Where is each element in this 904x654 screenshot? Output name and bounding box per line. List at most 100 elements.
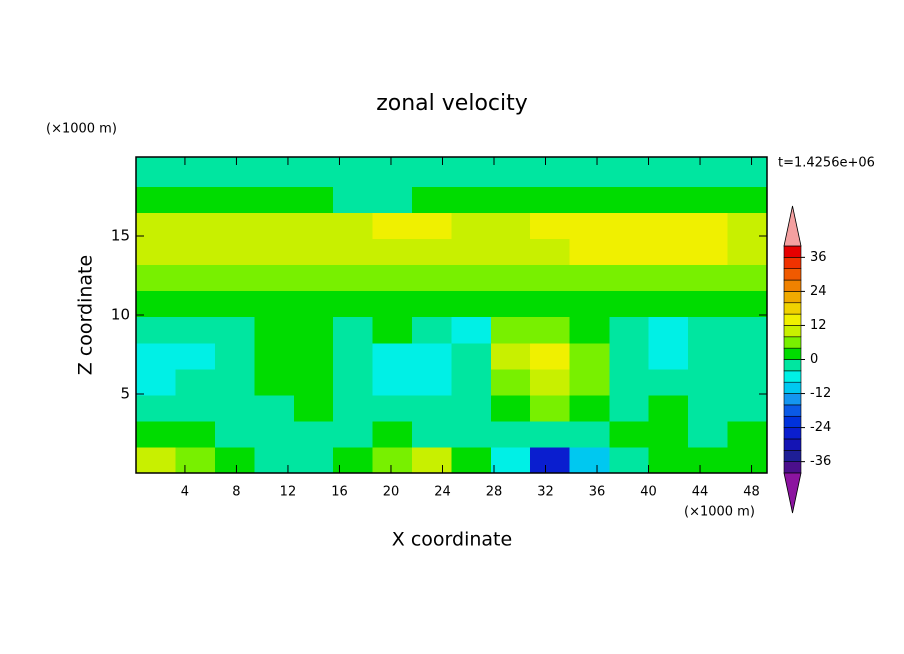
contour-cell <box>530 420 570 448</box>
contour-cell <box>333 264 373 292</box>
contour-cell <box>136 157 176 187</box>
x-tick-label: 24 <box>434 485 451 500</box>
colorbar-tick-label: -24 <box>810 420 831 435</box>
colorbar-box <box>783 257 802 270</box>
contour-cell <box>569 186 610 213</box>
contour-cell <box>136 368 176 396</box>
colorbar-tick-label: -12 <box>810 386 831 401</box>
contour-cell <box>687 186 729 213</box>
contour-cell <box>333 212 373 239</box>
contour-cell <box>648 368 689 396</box>
contour-cell <box>254 394 295 422</box>
contour-cell <box>648 264 689 292</box>
contour-cell <box>136 342 176 370</box>
contour-cell <box>687 446 729 474</box>
x-unit: (×1000 m) <box>684 505 755 520</box>
x-tick-label: 36 <box>589 485 606 500</box>
contour-cell <box>648 238 689 266</box>
contour-cell <box>490 186 531 213</box>
y-tick-label: 5 <box>120 385 130 403</box>
contour-cell <box>136 420 176 448</box>
contour-cell <box>727 368 768 396</box>
contour-cell <box>569 342 610 370</box>
contour-cell <box>372 157 413 187</box>
colorbar-box <box>783 404 802 417</box>
contour-cell <box>254 238 295 266</box>
contour-cell <box>609 316 650 344</box>
contour-cell <box>569 264 610 292</box>
contour-cell <box>609 157 650 187</box>
contour-cell <box>412 342 453 370</box>
x-tick-label: 8 <box>232 485 240 500</box>
contour-cell <box>609 394 650 422</box>
contour-cell <box>175 394 216 422</box>
contour-cell <box>372 446 413 474</box>
contour-cell <box>490 264 531 292</box>
contour-cell <box>530 212 570 239</box>
contour-cell <box>254 290 295 318</box>
contour-cell <box>451 342 492 370</box>
contour-cell <box>727 264 768 292</box>
x-tick-label: 12 <box>280 485 297 500</box>
contour-cell <box>293 290 334 318</box>
contour-cell <box>687 368 729 396</box>
contour-cell <box>293 446 334 474</box>
x-tick-label: 4 <box>181 485 189 500</box>
contour-cell <box>569 446 610 474</box>
contour-cell <box>490 342 531 370</box>
contour-cell <box>687 157 729 187</box>
contour-cell <box>609 186 650 213</box>
contour-cell <box>609 342 650 370</box>
contour-cell <box>648 290 689 318</box>
contour-cell <box>648 157 689 187</box>
y-axis-title: Z coordinate <box>75 255 97 375</box>
contour-cell <box>175 238 216 266</box>
colorbar-box <box>783 291 802 304</box>
contour-cell <box>254 342 295 370</box>
colorbar-over <box>783 205 802 247</box>
contour-cell <box>333 238 373 266</box>
colorbar-box <box>783 461 802 474</box>
contour-cell <box>215 186 256 213</box>
x-tick-label: 20 <box>383 485 400 500</box>
contour-cell <box>530 238 570 266</box>
contour-cell <box>609 264 650 292</box>
colorbar-box <box>783 325 802 338</box>
contour-cell <box>175 264 216 292</box>
contour-cell <box>451 238 492 266</box>
contour-cell <box>490 368 531 396</box>
contour-cell <box>569 290 610 318</box>
contour-cell <box>490 238 531 266</box>
contour-cell <box>372 186 413 213</box>
contour-cell <box>136 446 176 474</box>
contour-cell <box>490 157 531 187</box>
contour-cell <box>175 290 216 318</box>
contour-cell <box>215 342 256 370</box>
contour-cell <box>372 368 413 396</box>
contour-cell <box>609 368 650 396</box>
contour-cell <box>687 394 729 422</box>
contour-cell <box>569 420 610 448</box>
contour-cell <box>175 316 216 344</box>
contour-cell <box>727 342 768 370</box>
contour-cell <box>687 212 729 239</box>
contour-cell <box>609 420 650 448</box>
contour-cell <box>569 238 610 266</box>
contour-cell <box>530 186 570 213</box>
contour-cell <box>609 446 650 474</box>
contour-cell <box>727 238 768 266</box>
contour-cell <box>293 420 334 448</box>
contour-cell <box>215 157 256 187</box>
contour-cell <box>215 420 256 448</box>
contour-cell <box>569 394 610 422</box>
contour-cell <box>215 264 256 292</box>
x-tick-label: 40 <box>640 485 657 500</box>
contour-cell <box>215 212 256 239</box>
contour-cell <box>451 264 492 292</box>
contour-cell <box>175 186 216 213</box>
contour-cell <box>490 420 531 448</box>
contour-cell <box>609 290 650 318</box>
x-axis-title: X coordinate <box>392 529 512 551</box>
contour-cell <box>215 368 256 396</box>
contour-cell <box>175 446 216 474</box>
